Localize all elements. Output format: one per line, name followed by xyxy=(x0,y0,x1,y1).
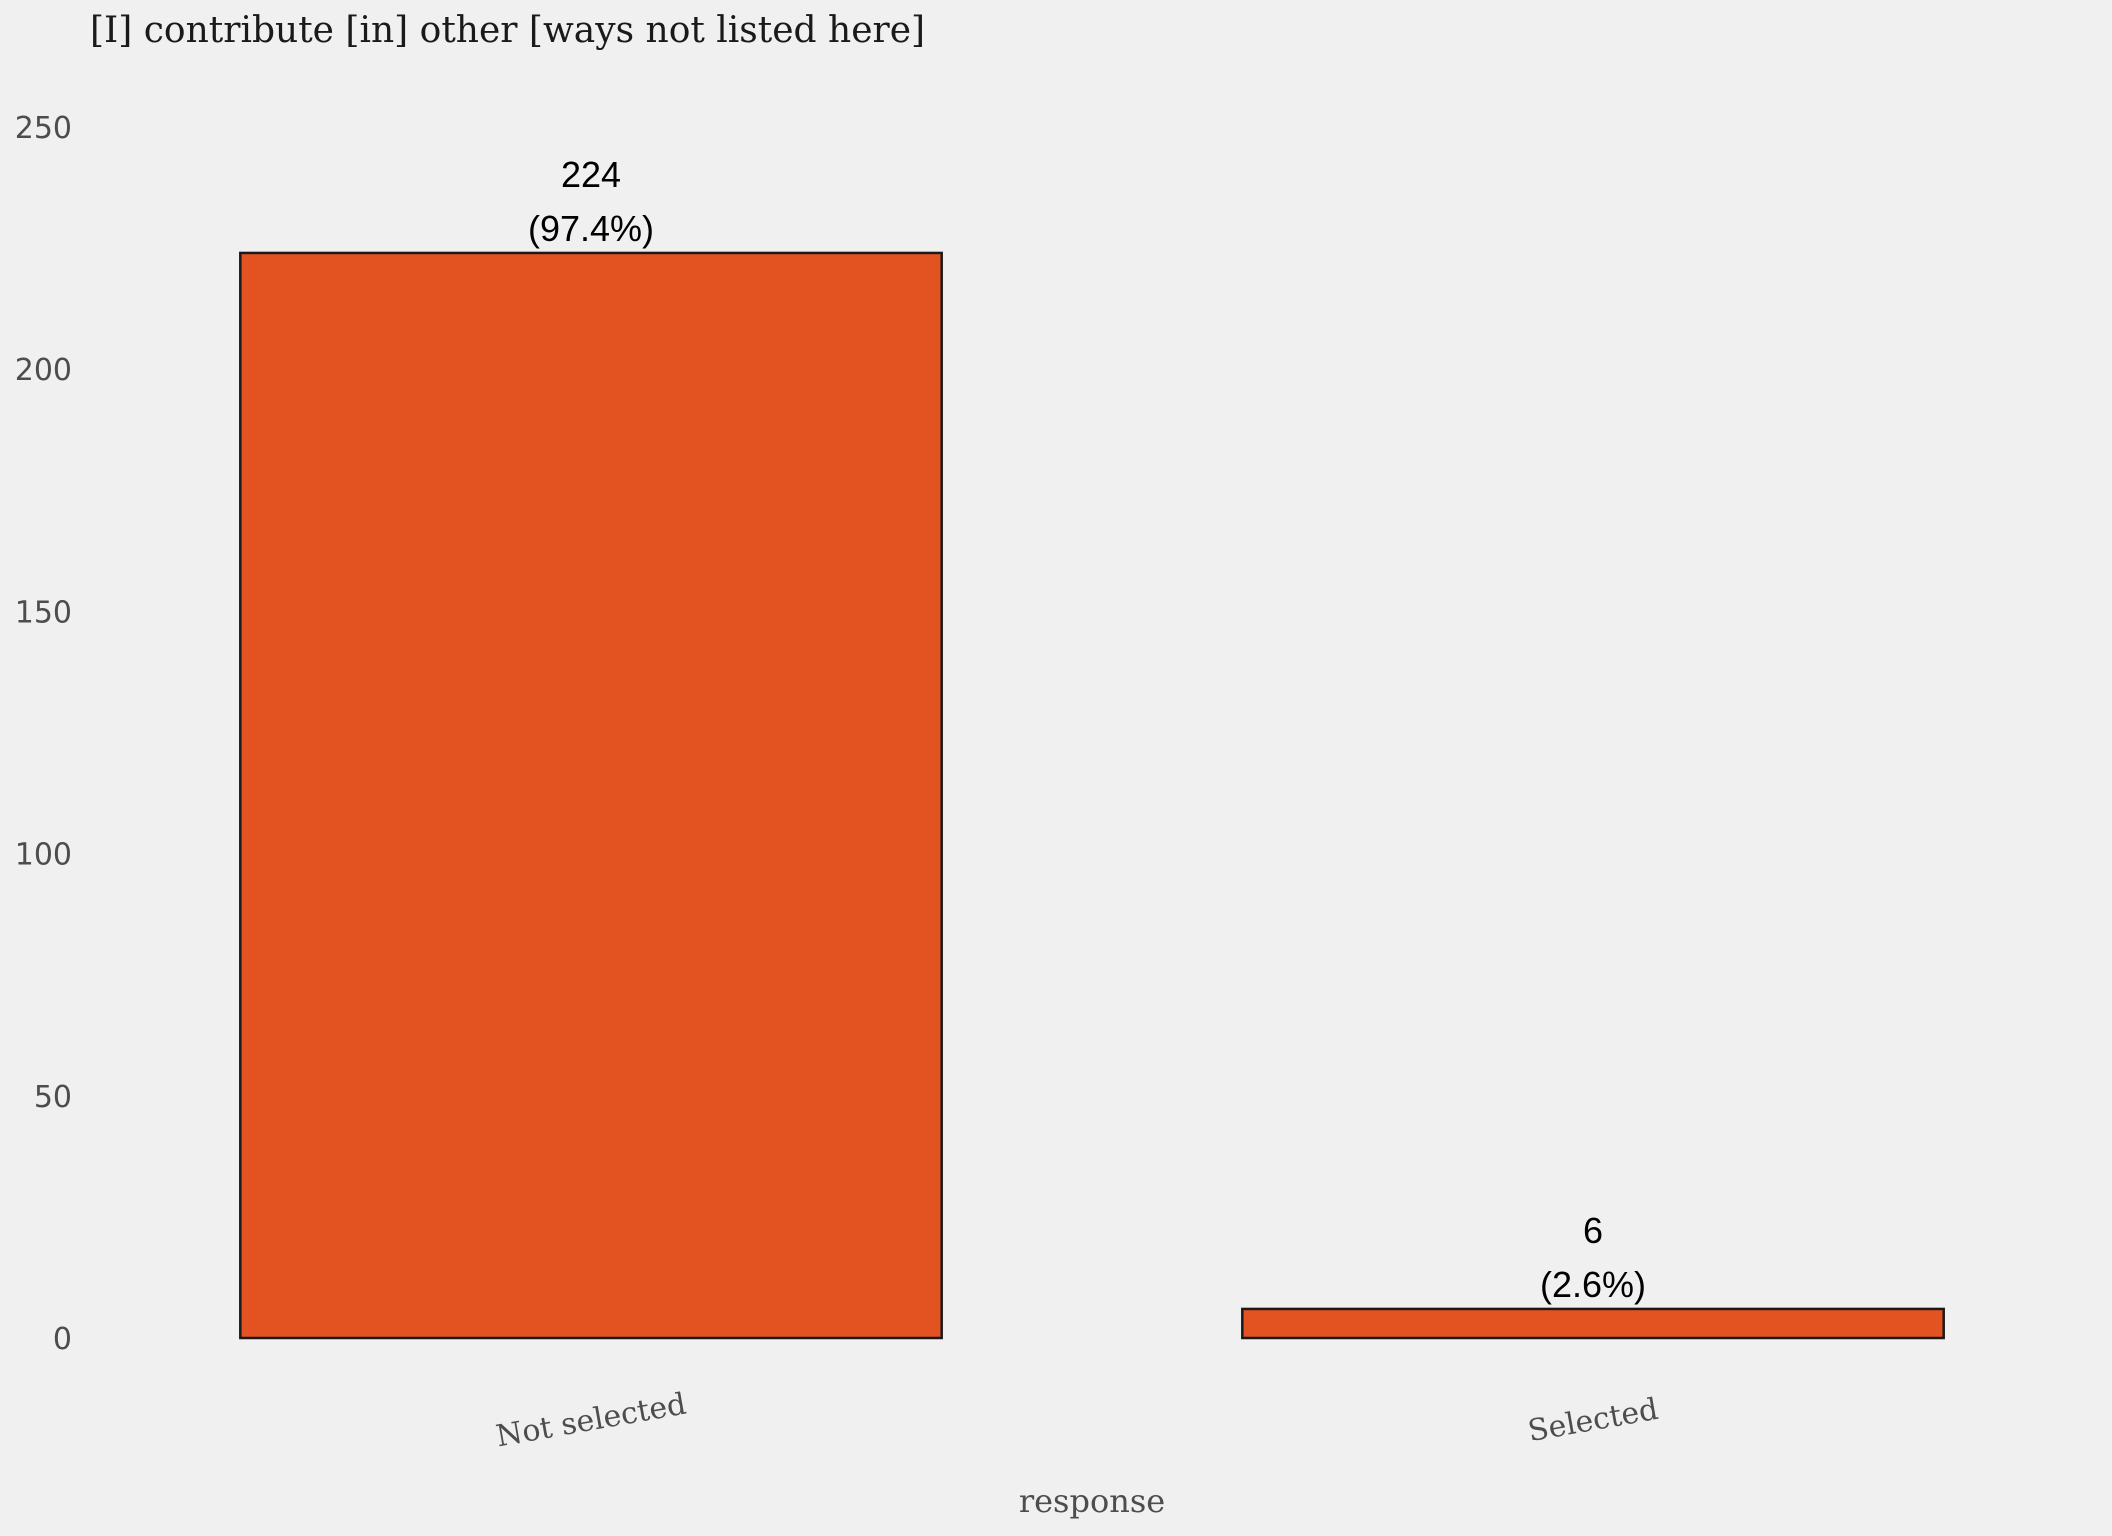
y-tick-label: 250 xyxy=(15,111,72,146)
bar-percent-label: (2.6%) xyxy=(1540,1264,1646,1305)
x-axis-label: response xyxy=(1019,1482,1165,1520)
bar xyxy=(1241,1307,1945,1340)
y-tick-label: 0 xyxy=(53,1322,72,1357)
bar-value-label: 224 xyxy=(561,154,621,195)
y-tick-label: 100 xyxy=(15,838,72,873)
bar xyxy=(239,251,943,1340)
y-tick-label: 200 xyxy=(15,353,72,388)
x-tick-label: Not selected xyxy=(493,1387,688,1455)
chart-title: [I] contribute [in] other [ways not list… xyxy=(90,10,925,51)
bars-group: 224 (97.4%) 6 (2.6%) xyxy=(239,154,1945,1340)
x-axis: Not selected Selected xyxy=(493,1387,1660,1455)
bar-percent-label: (97.4%) xyxy=(528,208,654,249)
y-axis: 0 50 100 150 200 250 xyxy=(15,111,72,1357)
x-tick-label: Selected xyxy=(1525,1392,1661,1449)
bar-value-label: 6 xyxy=(1583,1210,1603,1251)
y-tick-label: 150 xyxy=(15,595,72,630)
y-tick-label: 50 xyxy=(34,1080,72,1115)
